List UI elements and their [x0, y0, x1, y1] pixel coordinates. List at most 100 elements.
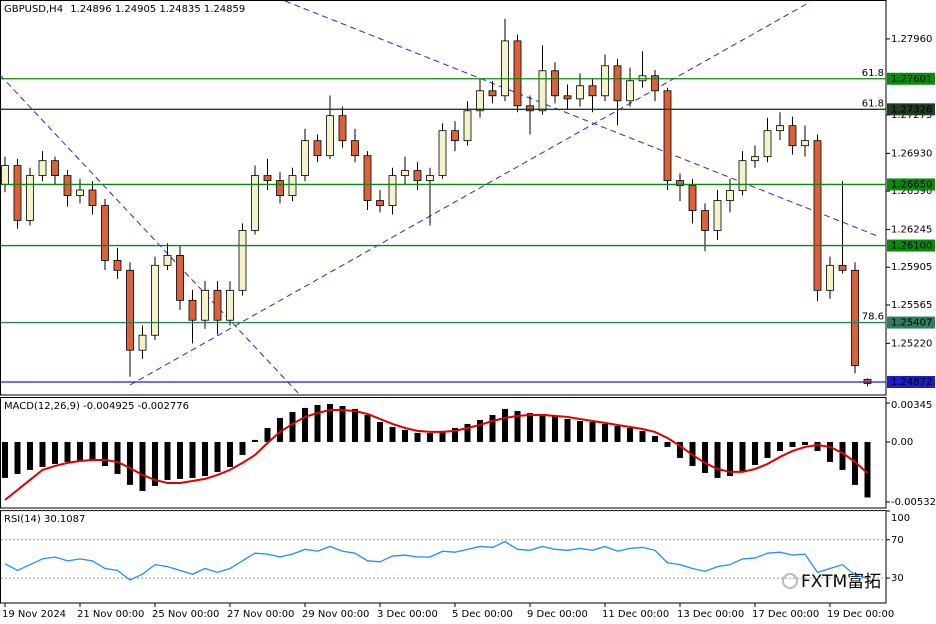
candle: [451, 121, 459, 152]
candle-body: [151, 264, 159, 336]
x-tick-label: 13 Dec 00:00: [677, 609, 744, 620]
candle-body: [476, 90, 484, 112]
candle: [338, 106, 347, 148]
candle: [313, 134, 322, 163]
candle-body: [76, 189, 84, 196]
candle-body: [401, 170, 409, 176]
macd-bar: [464, 423, 471, 442]
level-label-bg: [887, 103, 935, 116]
macd-bar: [127, 441, 133, 485]
macd-bar: [764, 441, 771, 458]
candle-body: [738, 160, 747, 191]
candle-body: [388, 175, 397, 206]
candle: [663, 87, 672, 190]
level-label: 1.24872: [891, 377, 932, 388]
y-tick-label: 1.25905: [891, 262, 932, 273]
macd-bar: [489, 415, 496, 442]
candle: [851, 262, 859, 374]
candle: [788, 116, 797, 155]
level-label: 1.26100: [891, 241, 932, 252]
candle-body: [213, 289, 222, 321]
candle: [388, 167, 397, 215]
candle: [51, 156, 59, 185]
macd-bar: [77, 441, 83, 462]
signal-value: -0.002776: [138, 401, 189, 412]
candle-body: [588, 85, 597, 97]
candle-body: [201, 289, 209, 321]
macd-panel: [0, 397, 887, 509]
macd-bar: [302, 407, 308, 442]
macd-bar: [364, 415, 371, 442]
macd-bar: [739, 441, 746, 471]
candle-body: [288, 175, 297, 196]
candle-body: [451, 130, 459, 142]
candle: [526, 95, 534, 135]
level-label: 1.26650: [891, 179, 932, 190]
candle-body: [126, 269, 134, 351]
candle-body: [238, 230, 247, 291]
candle-body: [351, 140, 359, 157]
macd-bar: [827, 441, 833, 462]
macd-bar: [514, 410, 521, 442]
candle: [613, 58, 622, 126]
candle-body: [13, 165, 22, 221]
candle-body: [1, 165, 9, 185]
candle-body: [276, 180, 284, 196]
price-header: GBPUSD,H4 1.24896 1.24905 1.24835 1.2485…: [4, 4, 245, 15]
candle-body: [88, 189, 97, 206]
candle-body: [651, 75, 659, 92]
candle: [563, 84, 572, 110]
macd-bar: [264, 427, 271, 442]
candle: [838, 181, 847, 274]
candle: [801, 125, 809, 157]
macd-bar: [664, 441, 671, 447]
level-label-bg: [887, 239, 935, 252]
candle: [463, 101, 472, 146]
macd-bar: [577, 420, 583, 442]
macd-header: MACD(12,26,9) -0.004925 -0.002776: [4, 401, 189, 412]
candle: [413, 162, 422, 190]
close: 1.24859: [204, 4, 245, 15]
macd-bar: [27, 441, 33, 470]
high: 1.24905: [115, 4, 156, 15]
trend-line: [129, 1, 811, 386]
candle: [638, 51, 647, 88]
candle: [138, 325, 147, 359]
y-tick-label: 1.25565: [891, 300, 932, 311]
candle-body: [626, 80, 634, 102]
macd-bar: [289, 411, 296, 442]
trend-line: [284, 0, 881, 238]
x-tick-label: 25 Nov 00:00: [152, 609, 219, 620]
candle-body: [363, 155, 372, 201]
candle: [126, 262, 134, 377]
candle: [1, 156, 9, 193]
candle-body: [26, 175, 34, 221]
candle: [113, 247, 122, 279]
y-tick-label: 1.25220: [891, 338, 932, 349]
fib-label: 61.8: [862, 98, 884, 109]
macd-bar: [214, 441, 221, 472]
fib-label: 78.6: [862, 312, 884, 323]
candle: [88, 181, 97, 215]
candle: [813, 134, 822, 302]
macd-bar: [102, 441, 108, 466]
candle: [476, 78, 484, 118]
candle-body: [551, 70, 559, 97]
candle-body: [338, 115, 347, 142]
candle-body: [713, 200, 722, 231]
candle-body: [326, 115, 334, 157]
y-tick-label: 100: [891, 513, 910, 524]
candle: [276, 172, 284, 204]
macd-value: -0.004925: [83, 401, 134, 412]
candle-body: [501, 40, 509, 97]
candle: [438, 123, 447, 179]
macd-bar: [139, 441, 146, 491]
macd-bar: [252, 439, 258, 442]
x-tick-label: 29 Nov 00:00: [302, 609, 369, 620]
candle: [588, 78, 597, 113]
candle-body: [788, 125, 797, 147]
candle: [201, 281, 209, 329]
macd-bar: [789, 441, 796, 447]
